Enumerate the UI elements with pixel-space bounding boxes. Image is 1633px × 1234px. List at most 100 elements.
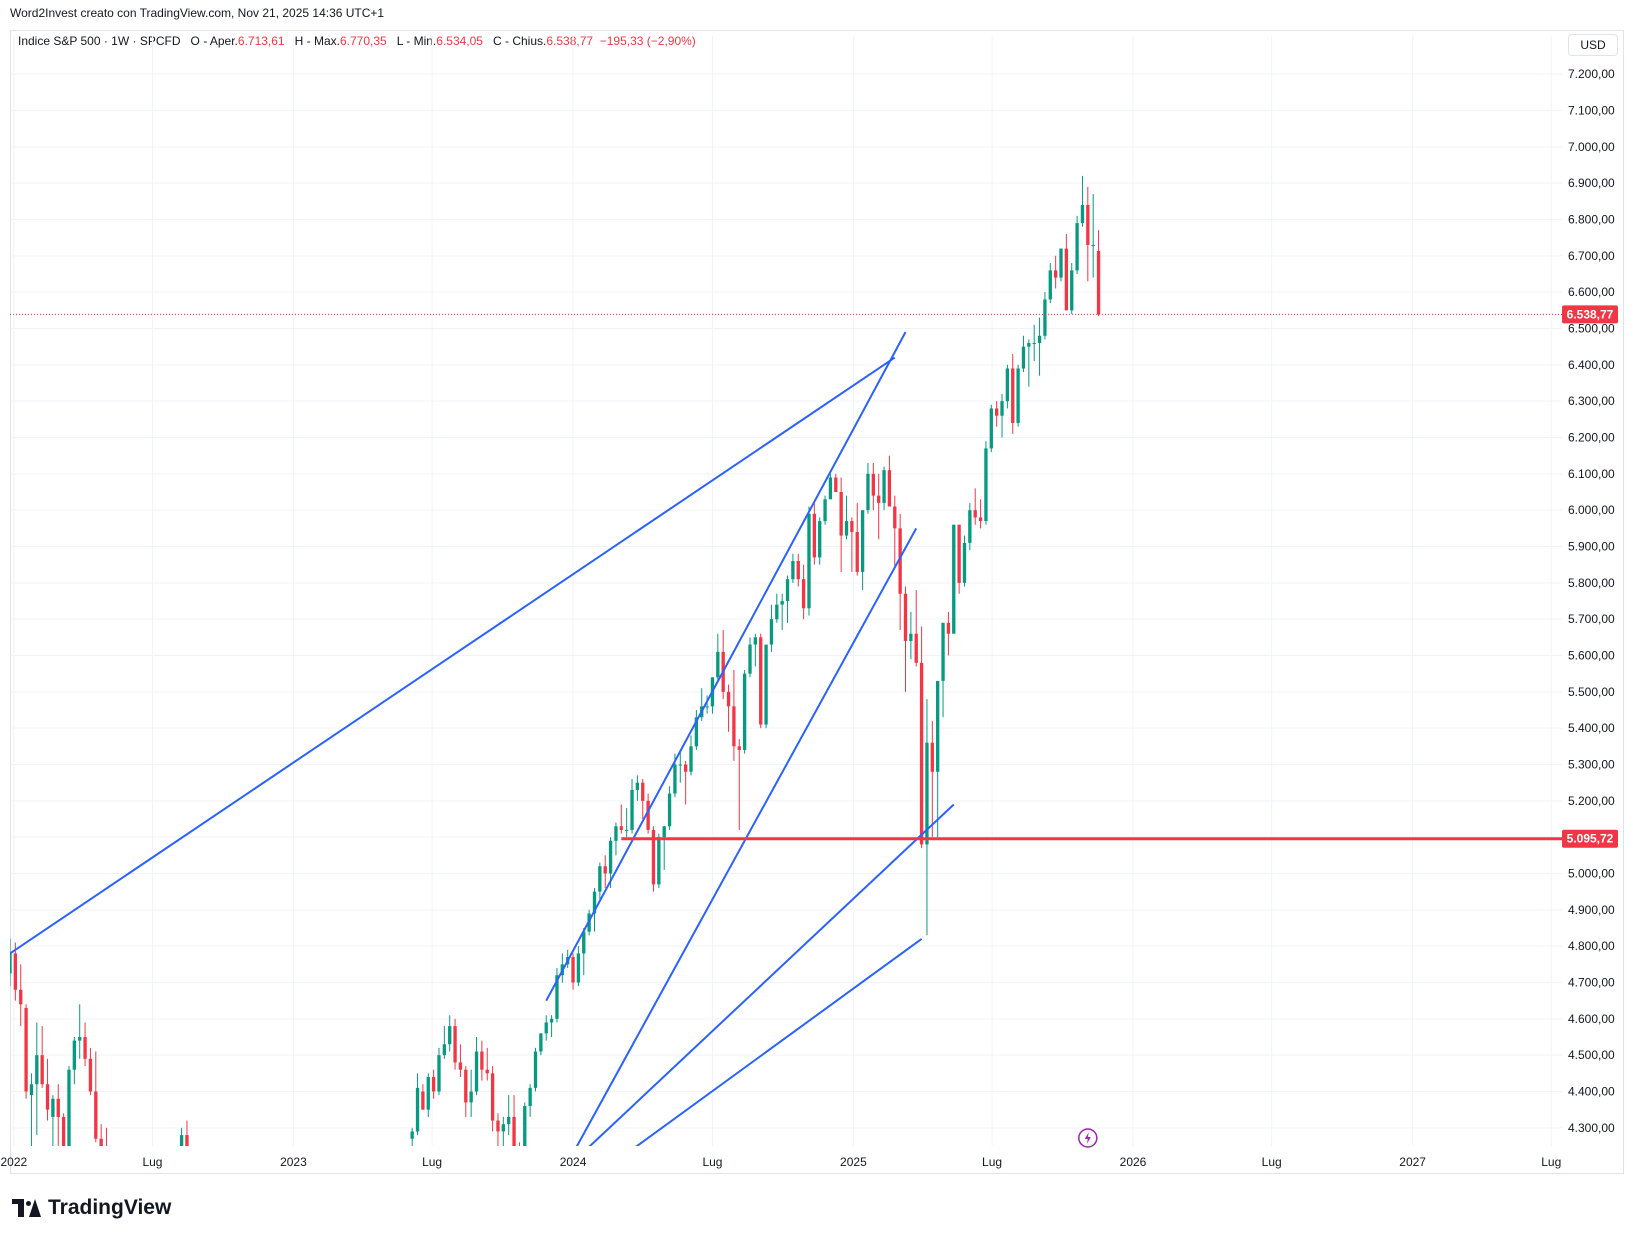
tradingview-logo[interactable]: TradingView [12,1196,171,1220]
candle-body [576,953,581,983]
trendline [545,331,907,1002]
candle-body [1086,204,1090,245]
y-tick-label: 4.700,00 [1568,976,1615,990]
candle-body [458,1062,463,1070]
candle-body [844,521,849,536]
candle-body [1000,401,1004,416]
y-tick-label: 5.000,00 [1568,867,1615,881]
candle-body [421,1091,425,1110]
candle-body [871,473,875,496]
candle-body [507,1116,511,1125]
candle-body [426,1076,430,1110]
candle-body [24,1007,28,1092]
legend-close-value: 6.538,77 [546,34,594,48]
candle-body [941,622,945,681]
candle-body [619,826,623,830]
candle-body [994,408,999,416]
candle-body [528,1087,532,1107]
candle-body [179,1135,184,1146]
candle-body [662,826,666,838]
candle-body [518,1150,521,1194]
x-tick-label: 2027 [1399,1155,1426,1169]
candle-body [56,1098,60,1117]
candle-body [1037,335,1042,344]
candle-body [775,604,779,620]
candle-body [1096,250,1101,315]
candle-body [753,637,758,645]
candle-body [978,517,983,522]
candle-body [442,1044,447,1056]
candle-body [474,1051,479,1092]
candle-body [469,1091,473,1103]
candle-body [625,829,629,831]
y-tick-label: 6.300,00 [1568,394,1615,408]
candle-body [19,989,23,1005]
candle-body [94,1091,98,1139]
candle-body [936,680,940,772]
candle-body [705,706,709,708]
candle-body [962,542,967,583]
candle-body [496,1120,500,1132]
candle-body [105,1190,108,1194]
trendline [588,803,955,1146]
candle-body [1016,368,1020,423]
y-tick-label: 6.100,00 [1568,467,1615,481]
candle-body [410,1131,414,1139]
candle-body [823,499,827,522]
y-tick-label: 7.200,00 [1568,67,1615,81]
candle-body [737,746,741,750]
candle-body [630,789,634,830]
candle-body [1053,270,1058,278]
x-tick-label: Lug [142,1155,162,1169]
candle-body [855,531,859,572]
legend-low-value: 6.534,05 [436,34,483,48]
candle-body [45,1084,50,1110]
candle-body [930,742,934,772]
candle-body [1080,204,1085,224]
candle-body [716,651,720,678]
trendline [10,356,896,955]
candle-body [598,866,602,892]
candle-body [860,510,865,572]
candle-body [453,1026,457,1063]
trendline [635,938,923,1146]
y-tick-label: 4.600,00 [1568,1012,1615,1026]
candle-body [673,764,677,794]
candle-body [464,1069,468,1103]
candle-body [898,528,902,594]
y-tick-label: 7.000,00 [1568,140,1615,154]
y-tick-label: 5.600,00 [1568,649,1615,663]
y-tick-label: 5.500,00 [1568,685,1615,699]
x-tick-label: Lug [422,1155,442,1169]
currency-button[interactable]: USD [1568,34,1618,56]
y-tick-label: 5.800,00 [1568,576,1615,590]
candle-body [35,1055,39,1085]
candle-body [10,953,12,974]
candle-body [485,1069,489,1074]
x-tick-label: 2024 [560,1155,587,1169]
candle-body [13,953,18,990]
x-tick-label: 2026 [1120,1155,1147,1169]
y-tick-label: 6.600,00 [1568,285,1615,299]
candle-body [657,837,661,885]
candle-body [614,826,618,841]
candle-body [1032,343,1036,345]
y-tick-label: 5.900,00 [1568,540,1615,554]
support-level-label: 5.095,72 [1567,832,1614,846]
y-tick-label: 6.700,00 [1568,249,1615,263]
legend-symbol[interactable]: Indice S&P 500 · 1W · SPCFD [18,34,181,48]
candle-body [67,1069,71,1146]
candle-body [828,477,833,500]
legend-change-value: −195,33 (−2,90%) [599,34,696,48]
legend-open-label: O - Aper. [190,34,238,48]
candle-body [726,691,731,707]
candle-body [925,742,929,845]
candle-body [667,793,672,827]
last-price-label: 6.538,77 [1567,307,1614,321]
candle-body [839,492,843,536]
candle-body [480,1051,484,1070]
y-tick-label: 4.900,00 [1568,903,1615,917]
candle-body [759,637,763,725]
y-tick-label: 5.400,00 [1568,721,1615,735]
